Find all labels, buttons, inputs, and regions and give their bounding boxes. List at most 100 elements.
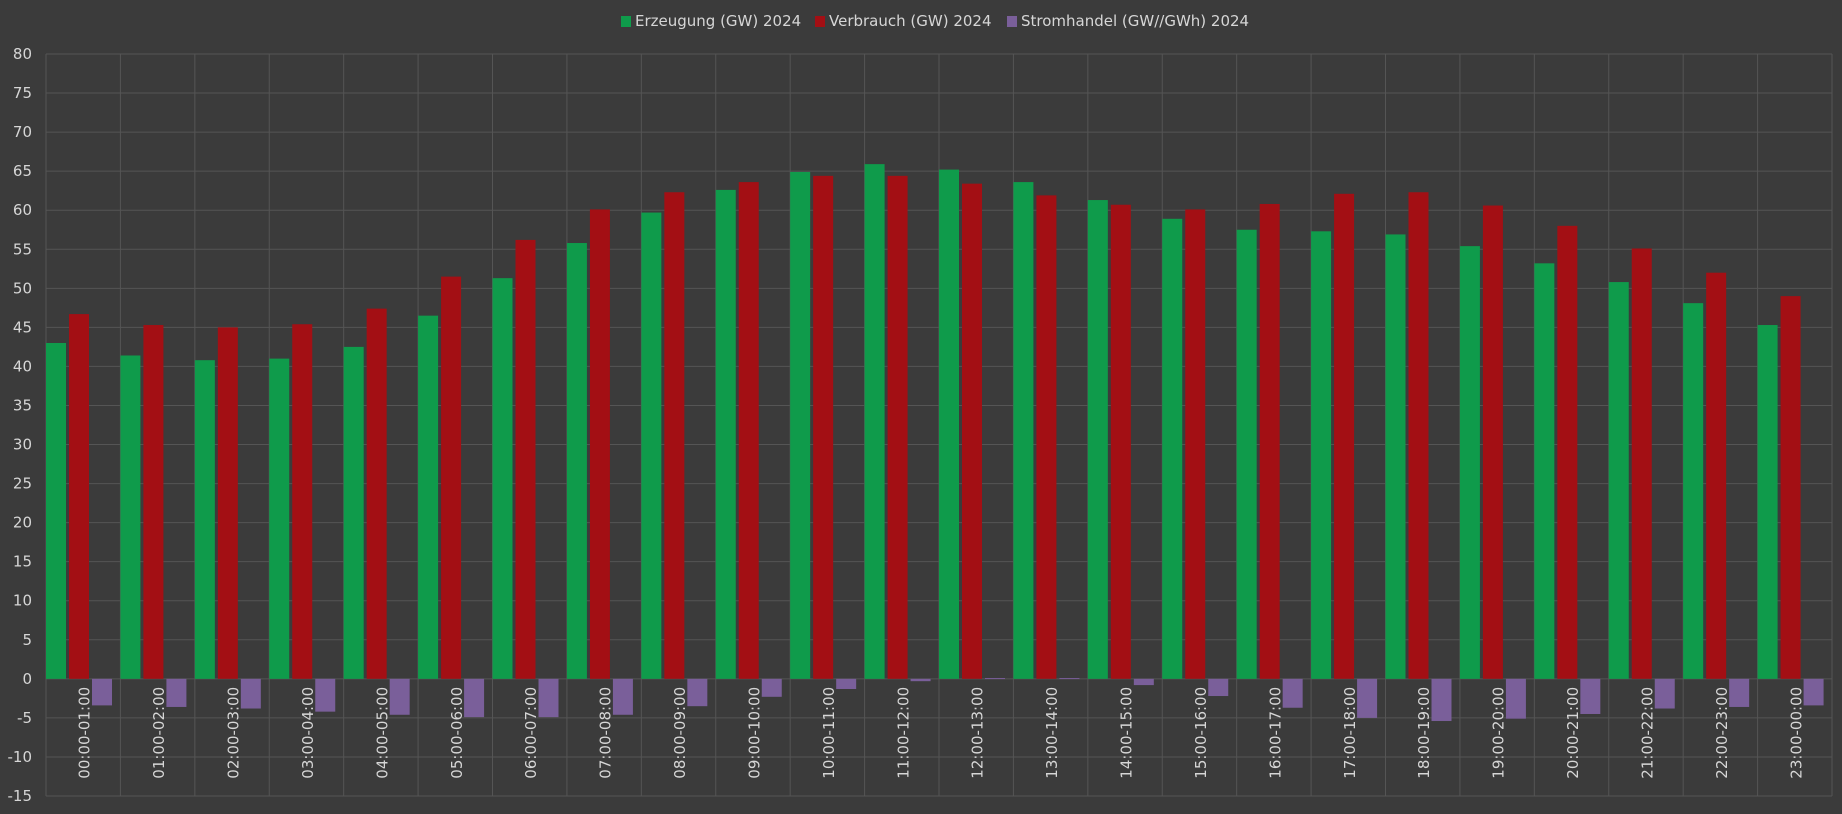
bar-erzeugung: [939, 169, 959, 679]
bar-stromhandel: [389, 678, 410, 715]
bar-verbrauch: [292, 324, 313, 679]
bar-verbrauch: [366, 308, 387, 679]
bar-erzeugung: [492, 278, 513, 679]
x-tick-label: 09:00-10:00: [745, 687, 763, 779]
bar-verbrauch: [1334, 193, 1355, 679]
x-tick-label: 11:00-12:00: [894, 687, 912, 779]
bar-verbrauch: [1706, 272, 1727, 679]
bar-stromhandel: [166, 678, 187, 707]
bar-erzeugung: [864, 164, 885, 679]
bar-erzeugung: [1459, 246, 1480, 679]
x-tick-label: 23:00-00:00: [1787, 687, 1805, 779]
y-tick-label: -15: [8, 787, 33, 805]
bar-erzeugung: [715, 189, 736, 679]
y-tick-label: 70: [13, 123, 32, 141]
x-tick-label: 10:00-11:00: [820, 687, 838, 779]
bar-stromhandel: [761, 678, 782, 697]
bar-stromhandel: [1803, 678, 1824, 706]
bar-verbrauch: [813, 175, 834, 679]
bar-verbrauch: [738, 182, 759, 679]
x-tick-label: 13:00-14:00: [1043, 687, 1061, 779]
y-tick-label: 25: [13, 475, 32, 493]
bar-stromhandel: [1505, 678, 1526, 719]
y-tick-label: 30: [13, 436, 32, 454]
bar-stromhandel: [836, 678, 857, 689]
x-tick-label: 03:00-04:00: [299, 687, 317, 779]
x-tick-label: 12:00-13:00: [969, 687, 987, 779]
bar-verbrauch: [1408, 192, 1429, 679]
bar-verbrauch: [1557, 225, 1578, 679]
bar-erzeugung: [1608, 282, 1629, 679]
bar-stromhandel: [92, 678, 112, 706]
bar-erzeugung: [1162, 218, 1183, 679]
legend-label: Verbrauch (GW) 2024: [829, 12, 992, 30]
bar-verbrauch: [217, 327, 238, 679]
bar-verbrauch: [1036, 195, 1057, 679]
bar-stromhandel: [985, 678, 1005, 680]
bar-erzeugung: [1311, 231, 1332, 679]
legend-swatch: [815, 16, 825, 27]
bar-verbrauch: [1482, 205, 1503, 679]
bar-erzeugung: [1236, 229, 1257, 679]
y-tick-label: 80: [13, 45, 32, 63]
legend-label: Stromhandel (GW//GWh) 2024: [1021, 12, 1249, 30]
y-tick-label: 65: [13, 162, 32, 180]
y-tick-label: 40: [13, 357, 32, 375]
legend-item: Verbrauch (GW) 2024: [815, 12, 992, 30]
bar-erzeugung: [1087, 200, 1108, 679]
y-tick-label: 15: [13, 553, 32, 571]
bar-stromhandel: [1580, 678, 1601, 714]
x-tick-label: 01:00-02:00: [150, 687, 168, 779]
bar-verbrauch: [143, 325, 164, 679]
bar-verbrauch: [515, 239, 536, 679]
bar-erzeugung: [418, 315, 439, 679]
x-tick-label: 20:00-21:00: [1564, 687, 1582, 779]
bar-erzeugung: [1013, 182, 1034, 679]
x-tick-label: 06:00-07:00: [522, 687, 540, 779]
legend: Erzeugung (GW) 2024 Verbrauch (GW) 2024 St…: [621, 12, 1249, 30]
bar-verbrauch: [887, 175, 908, 679]
y-tick-label: -10: [8, 748, 33, 766]
bar-erzeugung: [269, 358, 290, 679]
legend-swatch: [621, 16, 631, 27]
bar-stromhandel: [1431, 678, 1452, 722]
bar-erzeugung: [120, 355, 141, 679]
y-tick-label: 45: [13, 318, 32, 336]
x-tick-label: 17:00-18:00: [1341, 687, 1359, 779]
x-tick-label: 02:00-03:00: [225, 687, 243, 779]
x-tick-label: 14:00-15:00: [1118, 687, 1136, 779]
bar-stromhandel: [1208, 678, 1229, 697]
x-tick-label: 05:00-06:00: [448, 687, 466, 779]
x-tick-label: 08:00-09:00: [671, 687, 689, 779]
y-tick-label: 5: [22, 631, 32, 649]
bar-erzeugung: [566, 243, 587, 679]
legend-item: Erzeugung (GW) 2024: [621, 12, 801, 30]
x-tick-label: 16:00-17:00: [1266, 687, 1284, 779]
bar-verbrauch: [1185, 209, 1206, 679]
bar-erzeugung: [1757, 325, 1778, 679]
bar-stromhandel: [910, 678, 931, 682]
y-tick-label: 50: [13, 279, 32, 297]
bar-erzeugung: [194, 360, 215, 679]
bar-erzeugung: [641, 212, 662, 679]
x-tick-label: 00:00-01:00: [76, 687, 94, 779]
x-tick-label: 18:00-19:00: [1415, 687, 1433, 779]
bars: [46, 164, 1824, 722]
bar-verbrauch: [1780, 296, 1801, 679]
x-tick-label: 21:00-22:00: [1638, 687, 1656, 779]
bar-stromhandel: [1282, 678, 1303, 708]
bar-stromhandel: [464, 678, 485, 718]
bar-verbrauch: [69, 314, 89, 679]
legend-item: Stromhandel (GW//GWh) 2024: [1007, 12, 1249, 30]
y-tick-label: 55: [13, 240, 32, 258]
y-tick-label: 20: [13, 514, 32, 532]
bar-verbrauch: [664, 192, 685, 679]
x-tick-label: 22:00-23:00: [1713, 687, 1731, 779]
bar-erzeugung: [790, 171, 811, 679]
bar-erzeugung: [46, 342, 66, 679]
bar-erzeugung: [1385, 234, 1406, 679]
bar-erzeugung: [1534, 263, 1555, 679]
bar-stromhandel: [1654, 678, 1675, 709]
